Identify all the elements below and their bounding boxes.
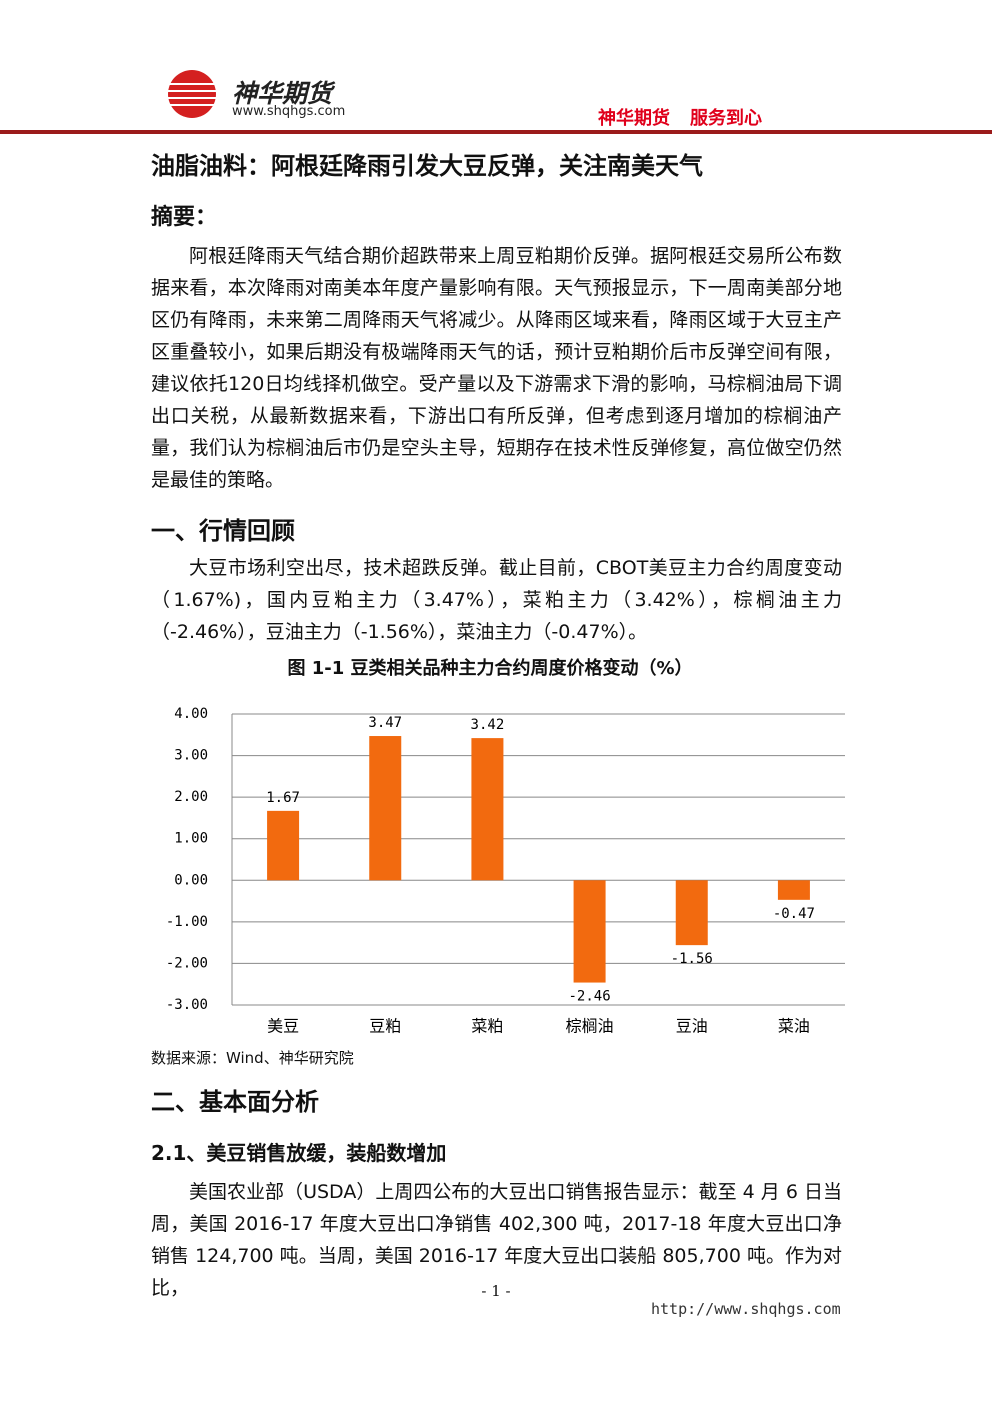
slogan: 神华期货 服务到心 [598,104,762,130]
bar [267,810,300,881]
value-label: 3.42 [471,717,505,733]
section-heading: 一、行情回顾 [151,517,295,545]
doc-title: 油脂油料：阿根廷降雨引发大豆反弹，关注南美天气 [151,152,703,180]
value-label: 3.47 [368,715,402,731]
footer-url: http://www.shqhgs.com [651,1300,841,1318]
slogan-part: 神华期货 [598,108,670,129]
slogan-part: 服务到心 [690,108,762,129]
abstract-text: 阿根廷降雨天气结合期价超跌带来上周豆粕期价反弹。据阿根廷交易所公布数据来看，本次… [151,245,842,491]
page-number: - 1 - [481,1282,511,1300]
value-label: -2.46 [569,989,611,1005]
logo-circle [168,70,216,118]
y-tick-label: -1.00 [166,914,208,930]
value-label: -0.47 [773,906,815,922]
y-tick-label: -3.00 [166,997,208,1013]
y-tick-label: -2.00 [166,955,208,971]
y-tick-label: 0.00 [174,872,208,888]
brand-url: www.shqhgs.com [232,104,346,119]
bar [573,880,606,983]
chart: 4.00 3.00 2.00 1.00 0.00 -1.00 -2.00 -3.00 美豆 1.6… [166,706,845,1036]
x-tick-label: 棕榈油 [566,1017,614,1036]
paragraph: 美国农业部（USDA）上周四公布的大豆出口销售报告显示：截至 4 月 6 日当周… [151,1181,842,1299]
x-tick-label: 豆油 [676,1017,708,1036]
x-tick-label: 菜粕 [471,1017,503,1036]
bar [369,736,402,881]
y-tick-label: 2.00 [174,789,208,805]
bar [675,880,708,946]
subsection-heading: 2.1、美豆销售放缓，装船数增加 [151,1141,447,1165]
x-tick-label: 菜油 [778,1017,810,1036]
chart-source: 数据来源：Wind、神华研究院 [151,1049,354,1067]
paragraph: 大豆市场利空出尽，技术超跌反弹。截止目前，CBOT美豆主力合约周度变动（1.67… [151,557,842,643]
abstract-heading: 摘要： [151,205,218,230]
bar [777,880,810,900]
y-tick-label: 1.00 [174,831,208,847]
logo-stripes [168,83,216,106]
y-tick-label: 3.00 [174,748,208,764]
y-tick-label: 4.00 [174,706,208,722]
x-tick-label: 豆粕 [369,1017,401,1036]
header-rule [0,130,992,134]
bar [471,738,504,881]
logo-mark [168,70,216,118]
x-tick-label: 美豆 [267,1017,299,1036]
value-label: 1.67 [266,790,300,806]
chart-title: 图 1-1 豆类相关品种主力合约周度价格变动（%） [287,658,693,679]
value-label: -1.56 [671,951,713,967]
brand: 神华期货 [232,79,333,108]
section-heading: 二、基本面分析 [151,1088,319,1116]
